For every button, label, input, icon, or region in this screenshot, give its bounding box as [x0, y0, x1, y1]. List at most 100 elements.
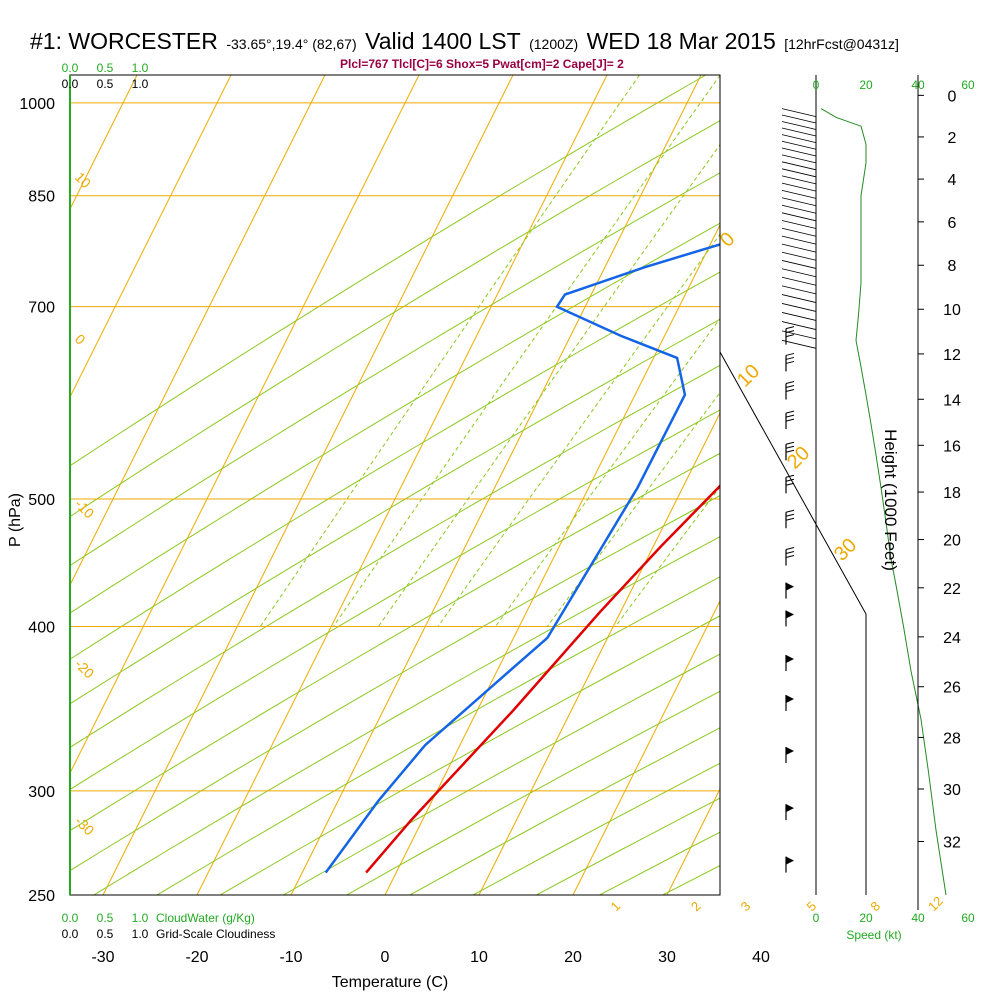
wind-barb [781, 168, 817, 178]
axis-layer: 123581220100-10-20-300102030250300400500… [7, 61, 975, 991]
height-tick-label: 0 [948, 88, 957, 105]
height-tick-label: 28 [943, 730, 961, 747]
wind-barb [781, 127, 817, 137]
dry-adiabat-line [853, 75, 1000, 895]
temperature-line [365, 484, 720, 874]
height-tick-label: 10 [943, 302, 961, 319]
forecast-info: [12hrFcst@0431z] [784, 36, 899, 52]
wind-speed-tick: 0 [813, 911, 820, 925]
isotherm-line [102, 75, 514, 895]
dewpoint-line [324, 243, 720, 874]
series-layer [324, 243, 720, 874]
height-tick-label: 4 [948, 172, 957, 189]
wind-speed-tick: 0 [813, 78, 820, 92]
mixing-ratio-line [546, 391, 720, 627]
isotherm-line [290, 75, 702, 895]
wind-barb-feather [785, 334, 795, 338]
wind-barb-flag [786, 856, 794, 865]
wind-barb-flag [786, 610, 794, 619]
wind-barb [781, 227, 817, 237]
wind-barb-feather [785, 352, 795, 356]
wind-barb [781, 251, 817, 261]
cloudiness-tick: 1.0 [132, 927, 149, 941]
temperature-tick-label: 30 [658, 949, 676, 966]
dry-adiabat-line [409, 727, 720, 895]
wind-speed-label: Speed (kt) [846, 928, 901, 942]
height-tick-label: 2 [948, 130, 957, 147]
wind-barb-feather [785, 356, 795, 360]
cloudwater-tick: 0.0 [62, 61, 79, 75]
mixing-ratio-label: 3 [738, 898, 754, 914]
isotherm-label: -10 [72, 496, 98, 522]
dry-adiabat-line [70, 120, 720, 518]
wind-barb-feather [785, 482, 795, 486]
height-tick-label: 6 [948, 215, 957, 232]
wind-barb [781, 220, 817, 229]
wind-barb-flag [786, 746, 794, 755]
wind-barb [781, 114, 817, 124]
wind-barb [781, 243, 817, 253]
wind-speed-tick: 20 [859, 911, 873, 925]
wind-barb-feather [785, 360, 795, 364]
wind-barb [781, 260, 817, 269]
isotherm-label: 10 [72, 169, 94, 191]
wind-speed-tick: 40 [911, 911, 925, 925]
dry-adiabat-line [70, 222, 720, 614]
mixing-ratio-line [332, 75, 720, 627]
wind-barb-feather [785, 513, 795, 517]
wind-barb [781, 189, 817, 199]
wind-barb-flag [786, 582, 794, 591]
height-tick-label: 32 [943, 834, 961, 851]
station-name: #1: WORCESTER [30, 28, 218, 54]
wind-barb [781, 147, 817, 157]
height-tick-label: 12 [943, 347, 961, 364]
pressure-tick-label: 400 [28, 619, 55, 636]
isotherm-line [70, 75, 232, 399]
dry-adiabat-line [70, 271, 720, 660]
isotherm-label: 0 [716, 228, 739, 251]
temperature-tick-label: 0 [381, 949, 390, 966]
wind-barb-flag [786, 804, 794, 813]
cloudiness-tick: 0.0 [62, 927, 79, 941]
temperature-tick-label: -10 [279, 949, 302, 966]
mixing-ratio-label: 2 [688, 898, 704, 914]
dry-adiabat-line [70, 172, 720, 567]
right-panel [719, 75, 947, 896]
wind-speed-line [820, 108, 947, 896]
wind-speed-tick: 60 [961, 78, 975, 92]
mixing-ratio-line [437, 233, 720, 627]
height-tick-label: 8 [948, 258, 957, 275]
y-axis-label: P (hPa) [7, 493, 24, 547]
dry-adiabat-line [346, 690, 720, 895]
wind-barb [781, 268, 817, 278]
isotherm-line [70, 75, 420, 775]
temperature-tick-label: 20 [564, 949, 582, 966]
cloudiness-label: Grid-Scale Cloudiness [156, 927, 275, 941]
wind-barb-feather [785, 441, 795, 445]
wind-barb-feather [785, 445, 795, 449]
wind-barb [781, 212, 817, 222]
wind-barb [781, 330, 817, 340]
wind-barb-feather [785, 509, 795, 513]
wind-barb [781, 276, 817, 286]
cloudwater-tick: 0.5 [97, 61, 114, 75]
wind-barb [781, 161, 817, 171]
dry-adiabat-line [70, 495, 720, 872]
wind-barb-feather [785, 418, 795, 422]
isotherm-label: 30 [830, 534, 861, 565]
wind-barb [781, 134, 817, 143]
plot-frame [69, 74, 721, 896]
wind-barb [781, 312, 817, 321]
wind-barb [781, 285, 817, 295]
isotherm-label: 0 [72, 331, 89, 348]
wind-barb-feather [785, 385, 795, 389]
pressure-tick-label: 500 [28, 492, 55, 509]
wind-barb [781, 303, 817, 312]
dry-adiabat-line [70, 452, 720, 832]
utc-time: (1200Z) [529, 36, 579, 52]
wind-barb [781, 182, 817, 192]
pressure-tick-label: 700 [28, 300, 55, 317]
grid-layer [70, 75, 1000, 895]
isotherm-line [70, 75, 138, 211]
pressure-tick-label: 1000 [19, 96, 55, 113]
